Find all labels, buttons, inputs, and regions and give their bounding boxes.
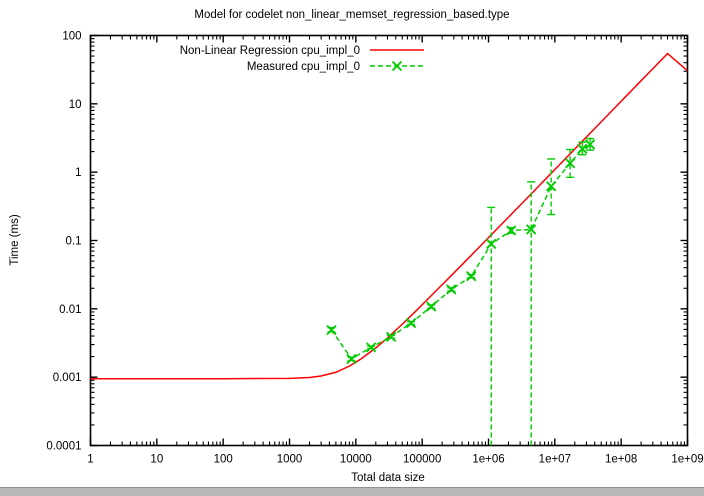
legend-label-2: Measured cpu_impl_0 (247, 61, 360, 73)
chart-legend: Non-Linear Regression cpu_impl_0 Measured… (180, 45, 424, 73)
y-axis-label: Time (ms) (9, 214, 21, 265)
x-tick-label: 1e+07 (539, 454, 571, 466)
y-tick-label: 0.0001 (46, 441, 81, 453)
x-tick-label: 1e+08 (605, 454, 637, 466)
y-tick-label: 0.001 (53, 372, 82, 384)
data-point-marker (426, 301, 437, 312)
y-tick-label: 10 (69, 99, 82, 111)
y-tick-label: 0.01 (59, 304, 81, 316)
regression-curve (90, 52, 688, 380)
data-point-marker (326, 324, 337, 336)
legend-swatch-marker (391, 60, 403, 72)
data-point-marker (365, 342, 377, 353)
x-tick-label: 100 (214, 454, 233, 466)
series-2 (326, 137, 596, 446)
x-axis-label: Total data size (351, 472, 425, 484)
axis-minor-ticks (90, 35, 688, 446)
x-axis-ticks: 1 10 100 1000 10000 100000 1e+06 1e+07 1e+08 1e+0… (87, 35, 704, 466)
x-tick-label: 10000 (340, 454, 372, 466)
data-point-marker (466, 271, 477, 282)
chart-title: Model for codelet non_linear_memset_regr… (194, 9, 509, 21)
window-bottom-strip (0, 487, 704, 496)
y-tick-label: 0.1 (66, 236, 82, 248)
data-series-layer (90, 52, 688, 446)
data-point-marker (385, 331, 397, 342)
y-tick-label: 100 (62, 31, 81, 43)
y-tick-label: 1 (75, 167, 81, 179)
series-1 (90, 52, 688, 380)
plot-frame (89, 34, 689, 447)
legend-label-1: Non-Linear Regression cpu_impl_0 (180, 45, 360, 57)
data-point-marker (577, 143, 588, 154)
x-tick-label: 1000 (277, 454, 303, 466)
data-point-marker (486, 238, 497, 250)
x-tick-label: 100000 (403, 454, 441, 466)
data-point-marker (545, 181, 557, 192)
data-point-marker (584, 139, 596, 150)
data-point-marker (346, 353, 357, 365)
x-tick-label: 1 (87, 454, 93, 466)
x-tick-label: 10 (150, 454, 163, 466)
y-axis-ticks: 0.0001 0.001 0.01 0.1 1 10 100 (46, 31, 688, 453)
measured-line (330, 143, 591, 360)
x-tick-label: 1e+09 (671, 454, 703, 466)
data-point-marker (405, 317, 417, 329)
data-point-marker (526, 224, 537, 235)
x-tick-label: 1e+06 (472, 454, 504, 466)
data-point-marker (446, 284, 457, 295)
data-point-marker (506, 225, 517, 236)
data-point-marker (564, 158, 576, 169)
